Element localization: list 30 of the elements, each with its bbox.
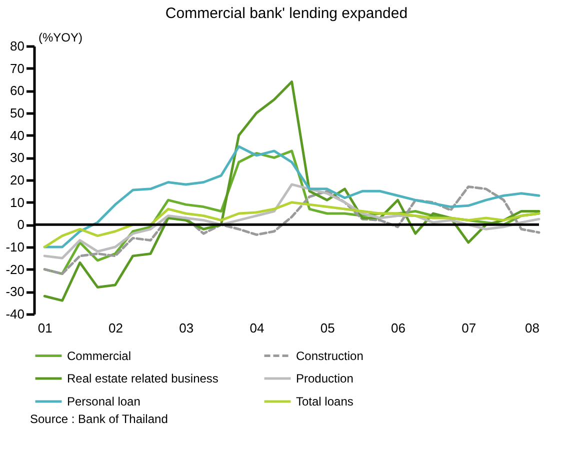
- y-tick-label: -40: [6, 306, 24, 322]
- legend-label: Commercial: [67, 348, 132, 363]
- legend-label: Personal loan: [67, 394, 140, 408]
- y-tick-label: 0: [17, 217, 24, 232]
- legend-label: Production: [296, 372, 354, 386]
- y-tick-label: 20: [10, 172, 24, 188]
- y-tick-label: 40: [10, 128, 24, 143]
- x-tick-label: 02: [108, 320, 123, 336]
- y-tick-label: 50: [10, 106, 24, 120]
- legend-label: Total loans: [296, 394, 354, 408]
- x-tick-label: 05: [320, 320, 335, 336]
- y-tick-label: -30: [6, 284, 24, 300]
- legend-label: Construction: [296, 348, 364, 363]
- x-tick-label: 04: [250, 320, 264, 336]
- legend-label: Real estate related business: [67, 372, 218, 386]
- x-tick-label: 07: [462, 320, 476, 336]
- y-tick-label: -10: [6, 240, 24, 254]
- source-note: Source : Bank of Thailand: [30, 412, 169, 426]
- x-tick-label: 06: [391, 320, 406, 336]
- y-tick-label: 80: [10, 38, 24, 54]
- y-tick-label: 60: [10, 83, 24, 98]
- x-tick-label: 01: [38, 320, 52, 336]
- chart-title: Commercial bank' lending expanded: [165, 5, 408, 22]
- y-tick-label: 10: [10, 194, 24, 210]
- y-tick-label: 70: [10, 60, 24, 76]
- x-tick-label: 08: [525, 320, 540, 336]
- y-tick-label: 30: [10, 150, 24, 166]
- y-tick-label: -20: [6, 262, 24, 277]
- y-axis-title: (%YOY): [38, 30, 83, 44]
- x-tick-label: 03: [179, 320, 194, 336]
